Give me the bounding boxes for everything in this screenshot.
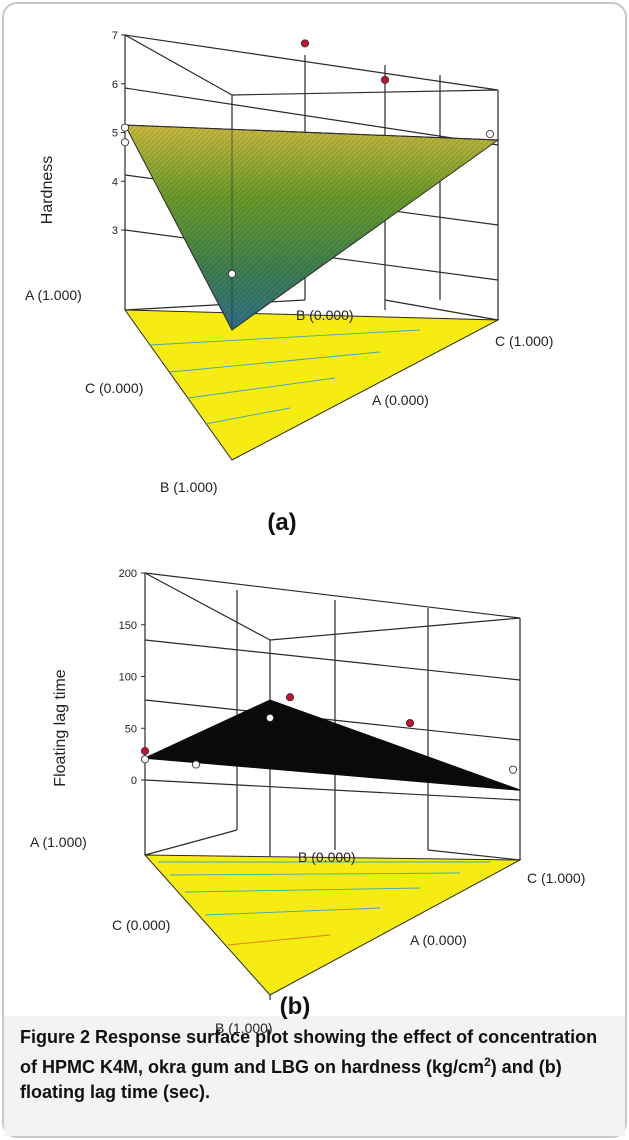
- panel-a-corner-label-b0: B (0.000): [296, 307, 354, 323]
- panel-b-back-top: [144, 572, 521, 619]
- design-point-open: [485, 129, 495, 139]
- panel-a-corner-label-a: A (1.000): [25, 287, 82, 303]
- design-point-open: [508, 765, 518, 774]
- panel-a-back-top: [124, 34, 499, 91]
- y-tick-label: 200: [119, 568, 137, 580]
- caption-text: Response surface plot showing the effect…: [20, 1027, 597, 1102]
- panel-a-floor-diag-1: [124, 299, 306, 311]
- y-tick-label: 50: [125, 723, 137, 735]
- panel-a-corner-label-b: B (1.000): [160, 479, 218, 495]
- panel-a-label: (a): [267, 509, 296, 536]
- y-tick-label: 4: [112, 176, 118, 188]
- caption-text-post: ) and (b) floating lag time (sec).: [20, 1057, 562, 1102]
- design-point-open: [120, 138, 130, 147]
- y-tick-label: 7: [112, 30, 118, 42]
- design-point-red: [300, 39, 310, 48]
- panel-b-corner-label-b0: B (0.000): [298, 849, 356, 865]
- panel-a-surface-front-edge: [124, 124, 499, 141]
- design-point-red: [140, 746, 150, 756]
- panel-a-contour-2: [169, 351, 381, 373]
- panel-a-base-triangle: [124, 309, 500, 461]
- panel-b-label: (b): [280, 993, 311, 1020]
- panel-a-back-diag-2: [231, 89, 499, 96]
- chart-panel-a: 7 6 5 4 3 Hardness A (1.000) C (0.000) B (0.…: [25, 30, 553, 536]
- panel-b-corner-label-a0: A (0.000): [410, 932, 467, 948]
- panel-a-corner-label-c: C (1.000): [495, 333, 553, 349]
- figure-label: Figure 2: [20, 1027, 91, 1047]
- panel-b-corner-label-b: B (1.000): [215, 1020, 273, 1036]
- panel-b-y-ticks: 200 150 100 50 0: [119, 568, 145, 787]
- y-tick-label: 100: [119, 672, 137, 684]
- panel-b-floor-diag-2: [427, 849, 521, 861]
- panel-b-base-contours: [158, 861, 490, 946]
- panel-a-back-grid-1: [124, 87, 499, 146]
- panel-a-y-ticks: 7 6 5 4 3: [112, 30, 125, 237]
- design-point-red: [405, 719, 415, 728]
- design-point-open: [227, 269, 237, 278]
- panel-b-y-axis-label: Floating lag time: [52, 669, 69, 786]
- caption-background: [4, 1016, 625, 1136]
- panel-b-design-points: [140, 693, 518, 774]
- panel-a-contour-4: [204, 407, 291, 425]
- y-tick-label: 5: [112, 128, 118, 140]
- chart-panel-b: 200 150 100 50 0 Floating lag time A (1.000)…: [30, 568, 585, 1036]
- panel-b-contour-5: [227, 934, 331, 946]
- panel-b-contour-4: [204, 907, 381, 916]
- design-point-open: [191, 760, 201, 769]
- design-point-open: [120, 123, 130, 132]
- panel-a-y-axis-label: Hardness: [39, 156, 56, 224]
- caption-text-pre: Response surface plot showing the effect…: [20, 1027, 598, 1077]
- panel-b-contour-3: [184, 887, 421, 893]
- panel-b-contour-2: [169, 872, 461, 876]
- y-tick-label: 6: [112, 79, 118, 91]
- panel-a-corner-label-c0: C (0.000): [85, 380, 143, 396]
- panel-b-back-grid-3: [144, 779, 521, 801]
- panel-b-corner-label-c0: C (0.000): [112, 917, 170, 933]
- panel-b-back-diag-2: [269, 617, 521, 641]
- panel-b-back-diag-1: [144, 572, 271, 641]
- panel-b-floor-diag-1: [144, 829, 238, 856]
- y-tick-label: 150: [119, 620, 137, 632]
- y-tick-label: 3: [112, 225, 118, 237]
- caption-superscript: 2: [484, 1055, 491, 1069]
- panel-b-base-triangle: [143, 854, 522, 996]
- figure-caption: Figure 2 Response surface plot showing t…: [20, 1025, 610, 1105]
- panel-a-surface-mesh: [125, 125, 498, 330]
- panel-b-corner-label-c: C (1.000): [527, 870, 585, 886]
- panel-a-back-diag-1: [124, 34, 233, 96]
- design-point-open: [265, 713, 275, 722]
- panel-b-back-grid-2: [144, 699, 521, 741]
- panel-b-surface-front-edge: [144, 757, 521, 791]
- y-tick-label: 0: [131, 775, 137, 787]
- design-point-red: [380, 75, 390, 84]
- panel-b-back-grid-1: [144, 639, 521, 681]
- panel-a-design-points: [120, 39, 495, 278]
- panel-b-corner-label-a: A (1.000): [30, 834, 87, 850]
- panel-a-contour-3: [187, 377, 336, 399]
- design-point-open: [140, 755, 150, 764]
- design-point-red: [285, 693, 295, 702]
- panel-a-corner-label-a0: A (0.000): [372, 392, 429, 408]
- panel-a-contour-1: [149, 329, 421, 346]
- panel-a-base-contours: [149, 329, 421, 425]
- panel-a-floor-diag-2: [384, 299, 499, 321]
